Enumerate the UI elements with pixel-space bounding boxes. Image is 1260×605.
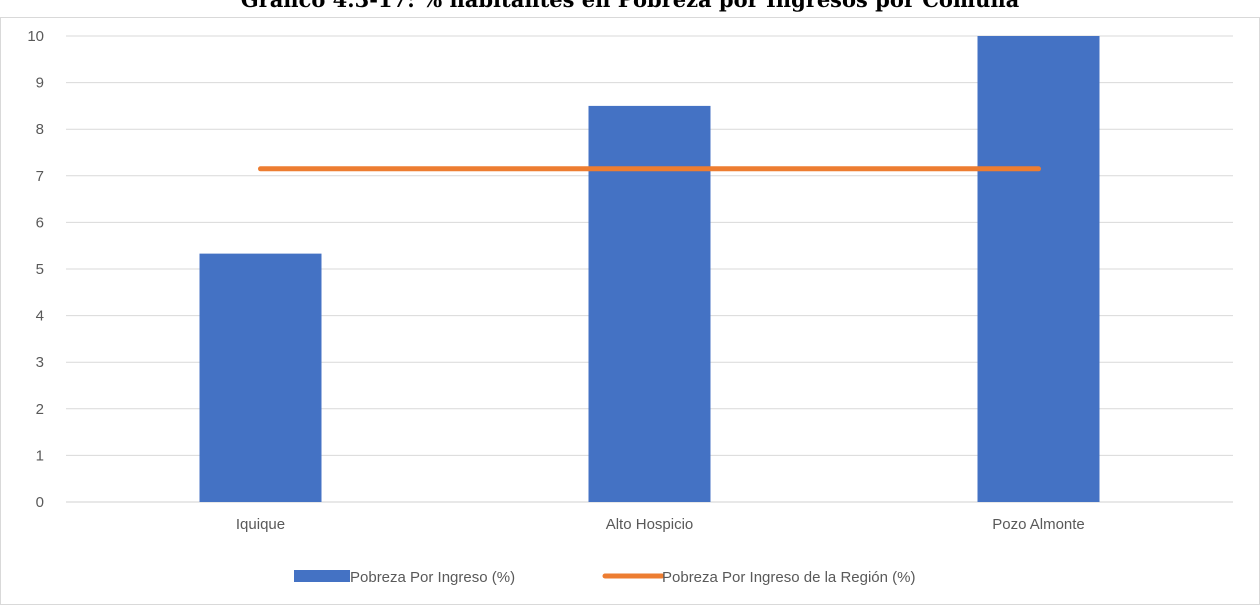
- legend-label-line: Pobreza Por Ingreso de la Región (%): [662, 569, 915, 586]
- y-axis-ticks: 0 1 2 3 4 5 6 7 8 9 10: [27, 28, 44, 511]
- bar-series: [199, 36, 1100, 503]
- y-tick-label: 7: [36, 168, 44, 185]
- bar: [977, 36, 1100, 502]
- x-tick-label: Iquique: [236, 516, 285, 533]
- legend-swatch-bar: [294, 570, 350, 582]
- bar: [199, 253, 322, 502]
- y-tick-label: 8: [36, 121, 44, 138]
- x-axis-ticks: Iquique Alto Hospicio Pozo Almonte: [236, 516, 1085, 533]
- y-tick-label: 1: [36, 447, 44, 464]
- x-tick-label: Alto Hospicio: [606, 516, 694, 533]
- chart-title: Gráfico 4.3-17: % habitantes en Pobreza …: [0, 0, 1260, 12]
- y-tick-label: 5: [36, 261, 44, 278]
- y-tick-label: 2: [36, 401, 44, 418]
- y-tick-label: 0: [36, 494, 44, 511]
- legend: Pobreza Por Ingreso (%) Pobreza Por Ingre…: [294, 569, 915, 586]
- y-tick-label: 4: [36, 308, 44, 325]
- bar: [588, 105, 711, 503]
- y-tick-label: 9: [36, 75, 44, 92]
- y-tick-label: 6: [36, 214, 44, 231]
- y-tick-label: 10: [27, 28, 44, 45]
- y-tick-label: 3: [36, 354, 44, 371]
- x-tick-label: Pozo Almonte: [992, 516, 1085, 533]
- legend-label-bar: Pobreza Por Ingreso (%): [350, 569, 515, 586]
